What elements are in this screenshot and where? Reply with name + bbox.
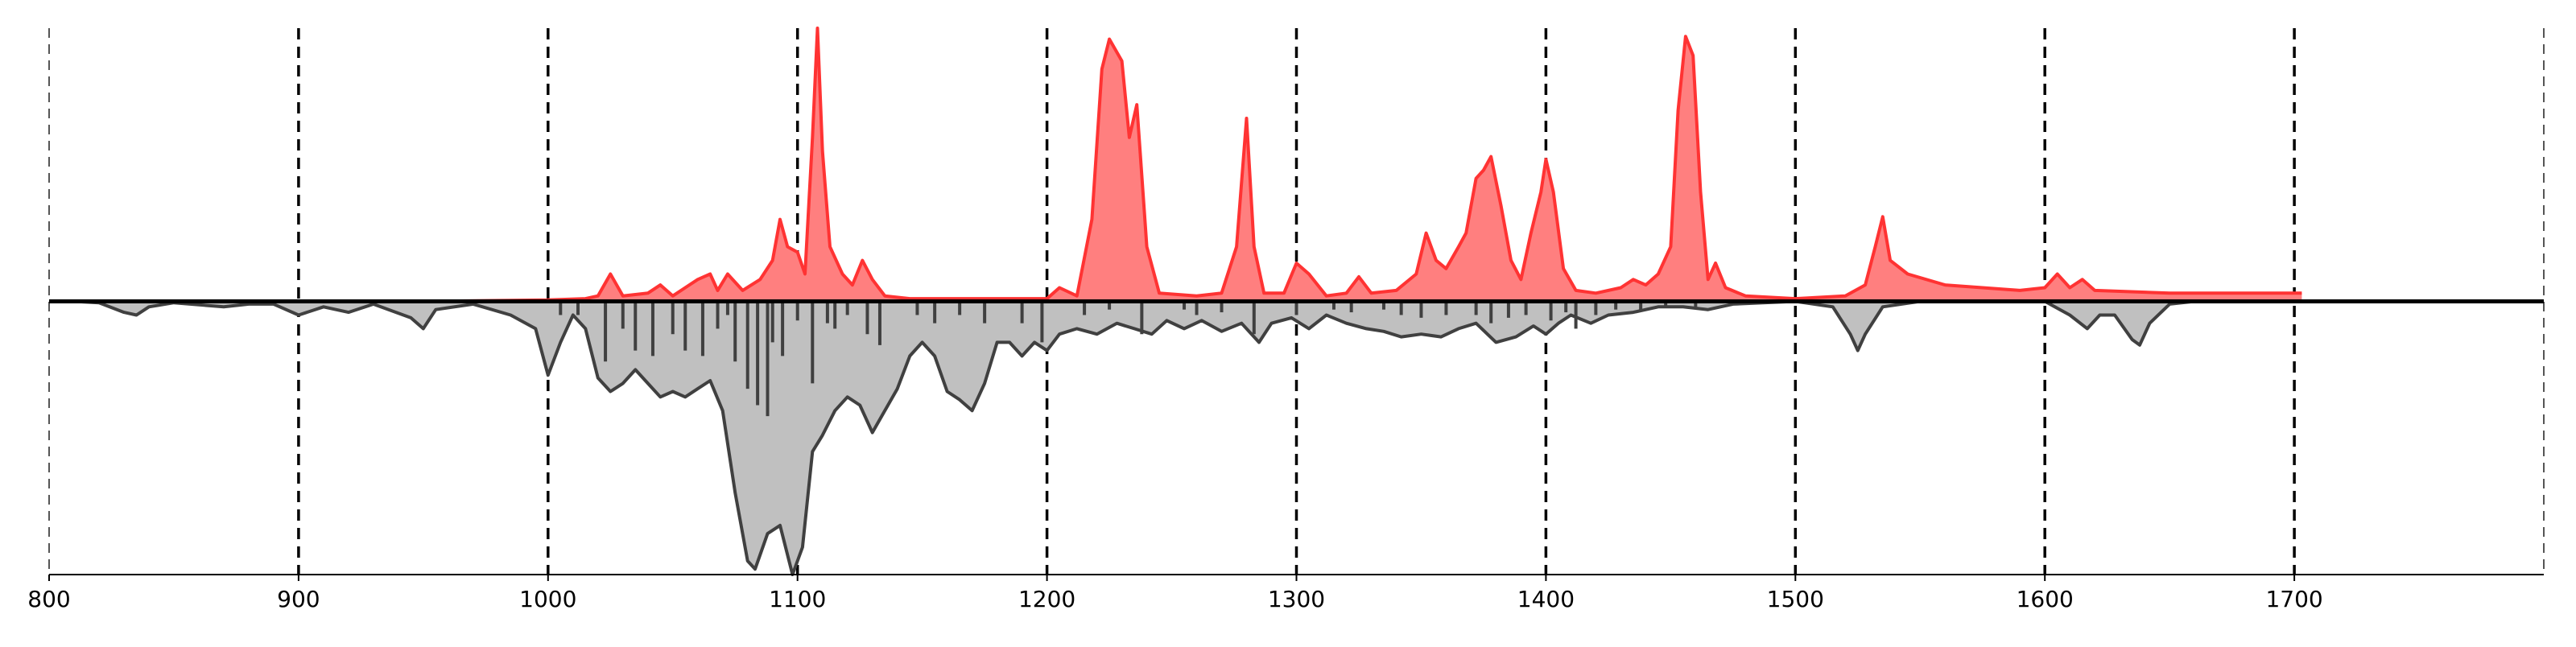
x-tick-label: 1000 (519, 586, 576, 612)
x-tick-label: 1700 (2265, 586, 2322, 612)
x-tick-label: 1400 (1517, 586, 1575, 612)
x-tick-label: 900 (277, 586, 320, 612)
x-tick-label: 800 (27, 586, 70, 612)
x-tick-label: 1200 (1018, 586, 1075, 612)
area-fill (423, 28, 2302, 302)
x-tick-label: 1600 (2017, 586, 2074, 612)
area-fill (74, 301, 2195, 575)
area-line (73, 299, 2195, 576)
x-tick-label: 1300 (1268, 586, 1325, 612)
area-line (423, 27, 2302, 303)
x-tick-label: 1500 (1767, 586, 1824, 612)
x-tick-label: 1100 (769, 586, 826, 612)
